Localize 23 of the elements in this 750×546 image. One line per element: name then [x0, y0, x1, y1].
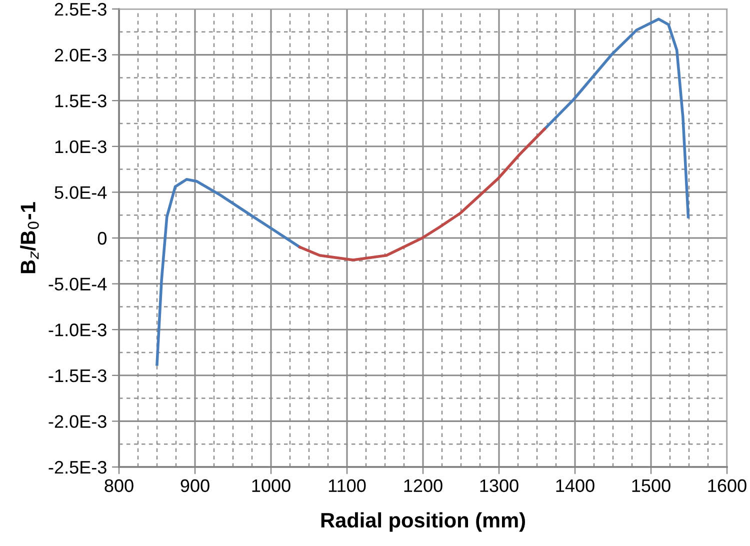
- x-tick-label: 800: [104, 479, 134, 492]
- y-tick-label: 5.0E-4: [54, 186, 107, 199]
- x-tick-label: 900: [180, 479, 210, 492]
- y-tick-label: -1.0E-3: [48, 324, 106, 336]
- x-tick-label: 1100: [328, 479, 366, 492]
- x-axis-title: Radial position (mm): [321, 512, 525, 532]
- y-tick-label: -2.0E-3: [48, 415, 106, 428]
- y-tick-label: -1.5E-3: [48, 369, 106, 382]
- y-tick-label: 0: [98, 232, 106, 245]
- x-tick-label: 1400: [556, 479, 594, 492]
- y-tick-label: 1.0E-3: [55, 140, 106, 154]
- y-tick-label: -2.5E-3: [48, 460, 106, 474]
- x-tick-label: 1600: [708, 479, 746, 492]
- x-tick-label: 1500: [632, 479, 670, 492]
- x-tick-label: 1000: [252, 479, 290, 492]
- line-series: [298, 128, 546, 262]
- y-tick-label: 2.5E-3: [54, 2, 106, 16]
- y-axis-title: B$_{z}$/B$_{0}$-1: [20, 202, 39, 274]
- y-tick-label: 2.0E-3: [54, 48, 106, 62]
- y-tick-label: 1.5E-3: [55, 94, 106, 108]
- x-tick-label: 1200: [404, 479, 442, 492]
- x-tick-label: 1300: [480, 479, 518, 492]
- y-tick-label: -5.0E-4: [48, 278, 107, 291]
